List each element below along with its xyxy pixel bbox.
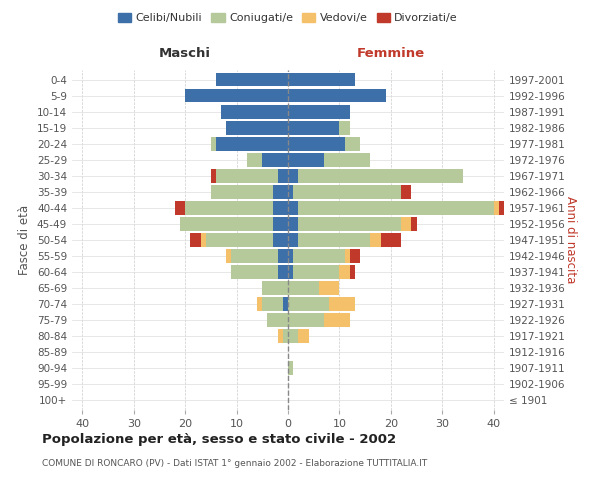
Bar [278,266,288,279]
Bar [344,137,360,150]
Text: Femmine: Femmine [357,48,425,60]
Bar [226,121,288,134]
Bar [288,169,298,182]
Bar [200,233,206,247]
Bar [190,233,200,247]
Bar [288,233,298,247]
Text: Popolazione per età, sesso e stato civile - 2002: Popolazione per età, sesso e stato civil… [42,432,396,446]
Bar [288,249,293,263]
Bar [412,217,416,231]
Bar [370,233,380,247]
Bar [288,201,298,214]
Bar [288,362,293,375]
Bar [288,137,344,150]
Bar [288,266,293,279]
Bar [288,73,355,86]
Bar [262,153,288,166]
Bar [293,185,401,198]
Bar [288,153,324,166]
Bar [288,89,386,102]
Bar [268,314,288,327]
Bar [298,217,401,231]
Legend: Celibi/Nubili, Coniugati/e, Vedovi/e, Divorziati/e: Celibi/Nubili, Coniugati/e, Vedovi/e, Di… [113,8,463,28]
Bar [216,169,278,182]
Bar [262,298,283,311]
Bar [278,249,288,263]
Bar [216,73,288,86]
Bar [221,105,288,118]
Bar [298,330,308,343]
Bar [324,314,350,327]
Bar [298,233,370,247]
Bar [283,330,288,343]
Bar [494,201,499,214]
Bar [257,298,262,311]
Bar [499,201,514,214]
Bar [401,185,412,198]
Bar [216,137,288,150]
Bar [175,201,185,214]
Bar [247,153,262,166]
Bar [344,249,350,263]
Y-axis label: Anni di nascita: Anni di nascita [564,196,577,284]
Bar [288,185,293,198]
Bar [232,249,278,263]
Bar [293,266,340,279]
Bar [185,201,272,214]
Bar [278,330,283,343]
Bar [206,233,272,247]
Y-axis label: Fasce di età: Fasce di età [19,205,31,275]
Bar [278,169,288,182]
Bar [401,217,412,231]
Bar [324,153,370,166]
Bar [185,89,288,102]
Bar [272,201,288,214]
Bar [350,249,360,263]
Bar [283,298,288,311]
Bar [288,314,324,327]
Text: COMUNE DI RONCARO (PV) - Dati ISTAT 1° gennaio 2002 - Elaborazione TUTTITALIA.IT: COMUNE DI RONCARO (PV) - Dati ISTAT 1° g… [42,459,427,468]
Bar [211,185,272,198]
Bar [288,282,319,295]
Bar [340,121,350,134]
Bar [288,330,298,343]
Bar [340,266,350,279]
Bar [288,217,298,231]
Bar [232,266,278,279]
Bar [288,121,340,134]
Bar [180,217,272,231]
Bar [298,201,494,214]
Bar [293,249,344,263]
Bar [329,298,355,311]
Bar [272,217,288,231]
Bar [288,105,350,118]
Text: Maschi: Maschi [159,48,211,60]
Bar [262,282,288,295]
Bar [380,233,401,247]
Bar [211,169,216,182]
Bar [298,169,463,182]
Bar [272,185,288,198]
Bar [211,137,216,150]
Bar [350,266,355,279]
Bar [226,249,232,263]
Bar [272,233,288,247]
Bar [288,298,329,311]
Bar [319,282,340,295]
